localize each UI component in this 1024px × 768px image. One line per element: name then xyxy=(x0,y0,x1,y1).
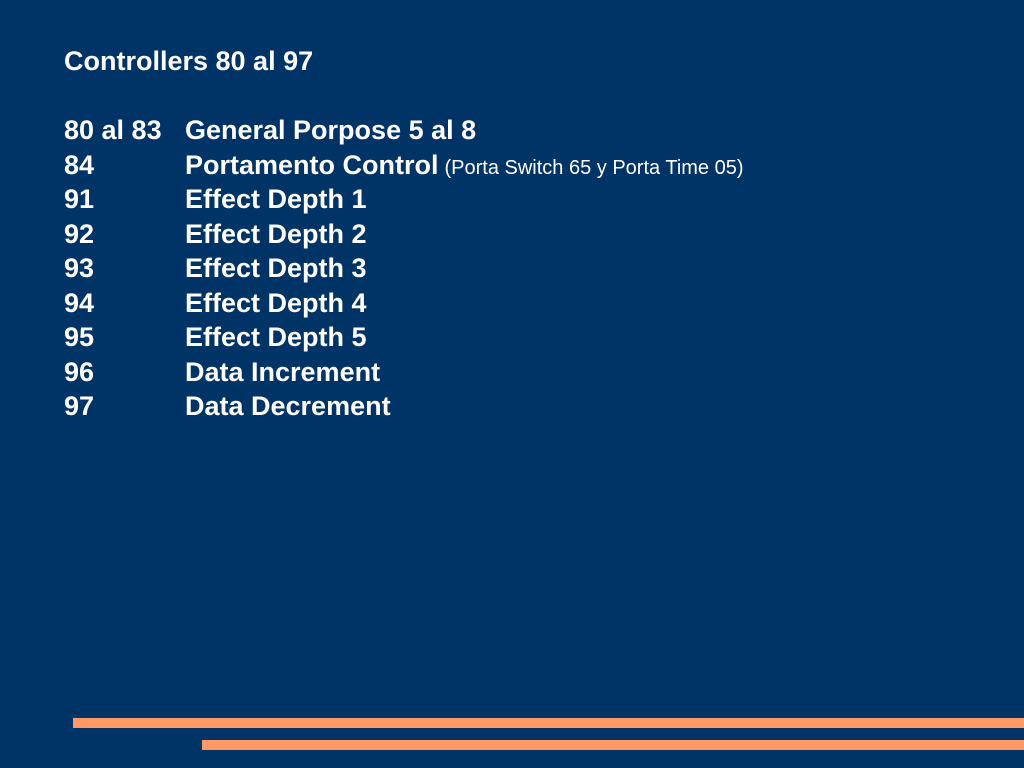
controller-name: Effect Depth 5 xyxy=(185,322,367,352)
controller-number: 93 xyxy=(64,253,95,283)
controller-row: 93 Effect Depth 3 xyxy=(64,251,744,286)
controller-number: 92 xyxy=(64,218,95,249)
controller-name: Effect Depth 1 xyxy=(185,184,367,214)
controller-name: Effect Depth 3 xyxy=(185,253,367,283)
controller-row: 92 Effect Depth 2 xyxy=(64,217,744,252)
controller-row: 91 Effect Depth 1 xyxy=(64,182,744,217)
controller-row: 95 Effect Depth 5 xyxy=(64,320,744,355)
controller-name: Data Decrement xyxy=(185,391,391,421)
slide-title: Controllers 80 al 97 xyxy=(64,46,314,76)
controller-name: Effect Depth 4 xyxy=(185,287,367,318)
accent-bar-top xyxy=(73,718,1024,728)
controller-name: Data Increment xyxy=(185,356,381,387)
controller-number: 96 xyxy=(64,356,95,387)
controller-name: General Porpose 5 al 8 xyxy=(185,115,477,145)
controller-list: 80 al 83 General Porpose 5 al 8 84 Portame… xyxy=(64,113,744,424)
controller-row: 96 Data Increment xyxy=(64,355,744,390)
controller-number: 84 xyxy=(64,149,95,180)
controller-row: 84 Portamento Control (Porta Switch 65 y P… xyxy=(64,148,744,183)
controller-row: 94 Effect Depth 4 xyxy=(64,286,744,321)
controller-number: 95 xyxy=(64,322,95,352)
controller-number: 94 xyxy=(64,287,95,318)
controller-name: Portamento Control xyxy=(185,149,439,180)
controller-row: 80 al 83 General Porpose 5 al 8 xyxy=(64,113,744,148)
controller-row: 97 Data Decrement xyxy=(64,389,744,424)
controller-number: 97 xyxy=(64,391,95,421)
controller-note: (Porta Switch 65 y Porta Time 05) xyxy=(444,156,744,179)
accent-bar-bottom xyxy=(202,740,1024,750)
controller-number: 91 xyxy=(64,184,95,214)
controller-number: 80 al 83 xyxy=(64,115,162,145)
controller-name: Effect Depth 2 xyxy=(185,218,367,249)
